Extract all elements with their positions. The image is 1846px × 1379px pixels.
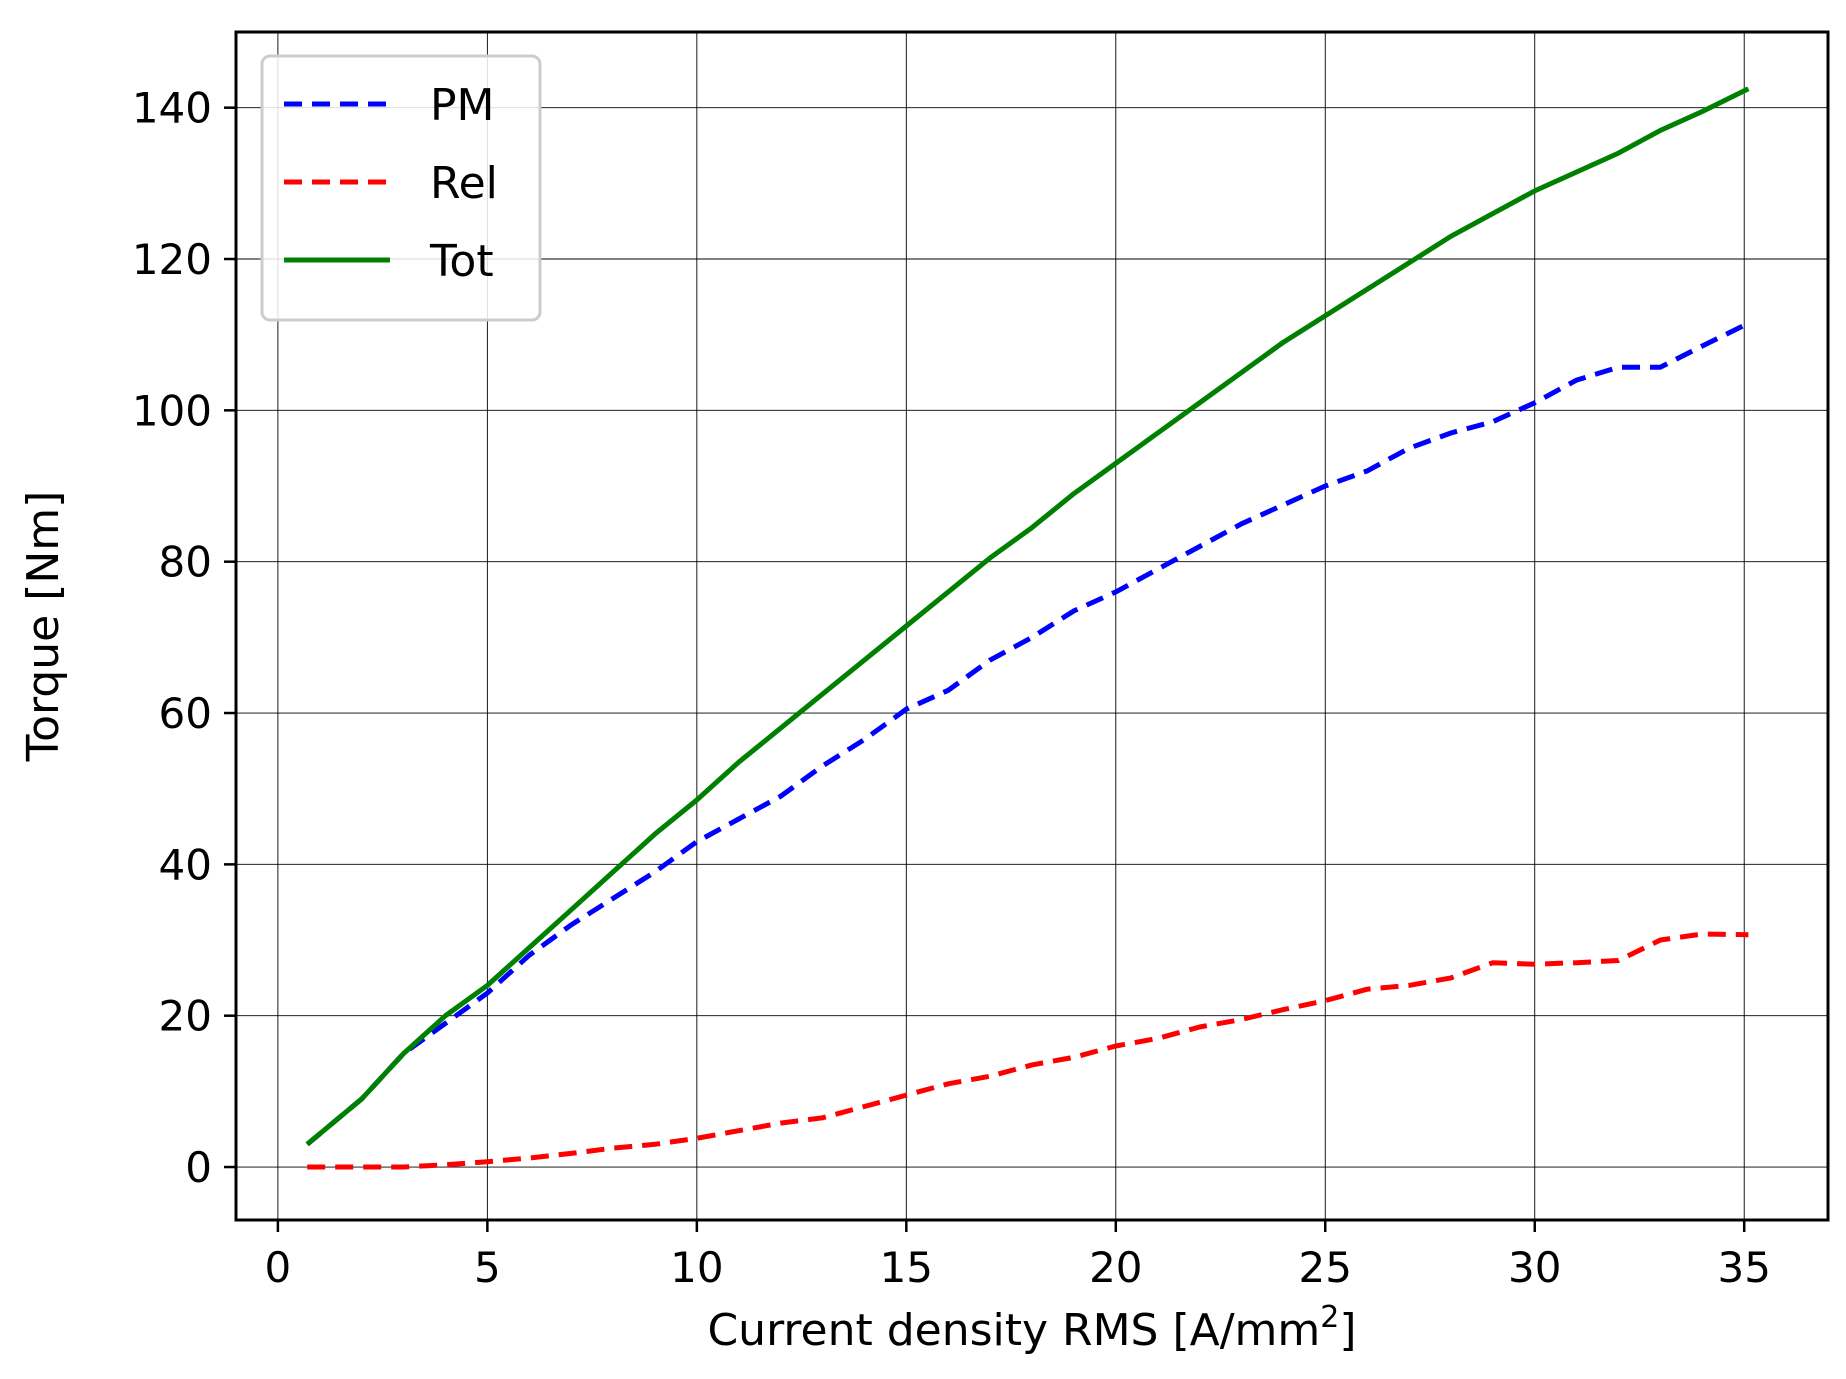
series-lines (305, 86, 1750, 1170)
y-tick-label: 80 (159, 538, 212, 587)
y-tick-label: 60 (159, 689, 212, 738)
plot-area-frame (234, 30, 1830, 1222)
series-line-pm (305, 321, 1750, 1147)
y-tick-label: 100 (132, 386, 212, 435)
y-tick-label: 20 (159, 992, 212, 1041)
axis-ticks: 0 5 10 15 20 25 30 35 0 20 40 60 80 100 120 140 (132, 84, 1771, 1292)
legend-label-pm: PM (430, 80, 495, 131)
x-axis-label-main: Current density RMS [A/mm (707, 1305, 1320, 1356)
x-tick-label: 35 (1717, 1243, 1770, 1292)
y-tick-label: 0 (185, 1143, 212, 1192)
gridlines (236, 32, 1828, 1220)
x-tick-label: 10 (670, 1243, 723, 1292)
x-tick-label: 30 (1508, 1243, 1561, 1292)
x-axis-label-superscript: 2 (1320, 1300, 1339, 1335)
y-tick-label: 40 (159, 840, 212, 889)
x-tick-label: 25 (1299, 1243, 1352, 1292)
y-axis-label: Torque [Nm] (18, 491, 69, 763)
y-tick-label: 140 (132, 84, 212, 133)
x-tick-label: 0 (265, 1243, 292, 1292)
x-tick-label: 5 (474, 1243, 501, 1292)
x-axis-label: Current density RMS [A/mm2] (707, 1300, 1356, 1356)
legend-box (260, 54, 542, 322)
legend: PM Rel Tot (260, 54, 542, 322)
x-tick-label: 15 (880, 1243, 933, 1292)
y-tick-label: 120 (132, 235, 212, 284)
series-line-rel (307, 931, 1749, 1170)
x-tick-label: 20 (1089, 1243, 1142, 1292)
series-line-tot (305, 86, 1750, 1147)
legend-label-rel: Rel (430, 158, 498, 209)
legend-label-tot: Tot (429, 236, 494, 287)
x-axis-label-suffix: ] (1339, 1305, 1356, 1356)
